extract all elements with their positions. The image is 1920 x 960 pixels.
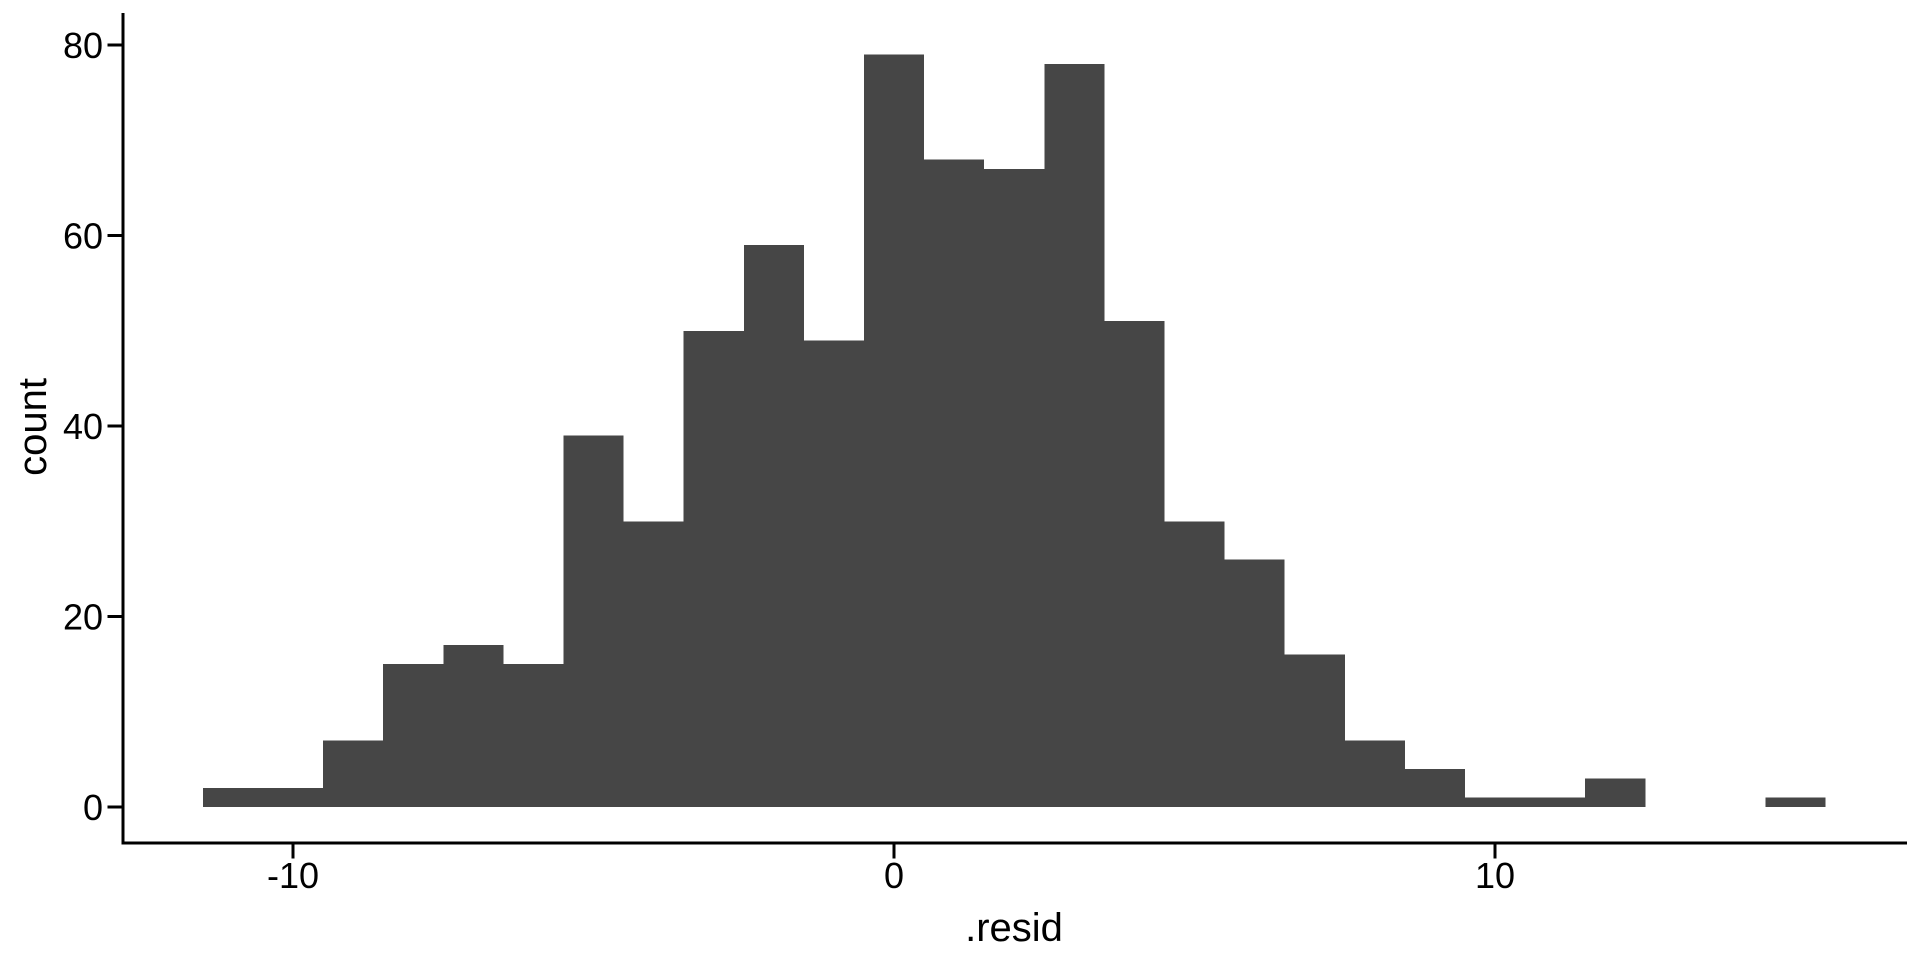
histogram-bars-group (202, 54, 1826, 808)
histogram-bar (623, 521, 684, 807)
histogram-bar (1464, 797, 1526, 807)
histogram-bar (1224, 559, 1285, 807)
histogram-bar (1284, 654, 1345, 807)
histogram-bar (323, 740, 384, 807)
histogram-bar (443, 645, 504, 807)
histogram-bar (1525, 797, 1586, 807)
histogram-bar (1104, 321, 1165, 807)
x-tick-label: 10 (1475, 855, 1515, 896)
histogram-bar (803, 340, 864, 807)
y-tick-label: 80 (63, 25, 103, 66)
histogram-bar (1765, 797, 1826, 807)
y-tick-label: 20 (63, 597, 103, 638)
histogram-bar (1344, 740, 1405, 807)
x-tick-labels-group: -10 0 10 (267, 855, 1515, 896)
y-tick-label: 0 (83, 787, 103, 828)
axes-group (107, 13, 1907, 859)
histogram-bar (984, 168, 1045, 807)
x-tick-label: 0 (884, 855, 904, 896)
histogram-bar (924, 159, 985, 808)
y-tick-label: 60 (63, 216, 103, 257)
histogram-bar (563, 435, 624, 807)
y-tick-label: 40 (63, 406, 103, 447)
histogram-bar (383, 664, 444, 807)
histogram-bar (503, 664, 564, 807)
y-axis-title: count (11, 378, 55, 476)
histogram-bar (863, 54, 925, 807)
histogram-bar (202, 787, 263, 807)
histogram-bar (1585, 778, 1646, 807)
histogram-bar (1404, 768, 1465, 807)
histogram-bar (262, 787, 324, 807)
x-tick-label: -10 (267, 855, 319, 896)
histogram-bar (743, 245, 804, 807)
x-axis-title: .resid (965, 906, 1063, 950)
y-tick-labels-group: 0 20 40 60 80 (63, 25, 103, 828)
histogram-bar (683, 330, 744, 807)
histogram-bar (1044, 64, 1105, 808)
histogram-bar (1164, 521, 1225, 807)
